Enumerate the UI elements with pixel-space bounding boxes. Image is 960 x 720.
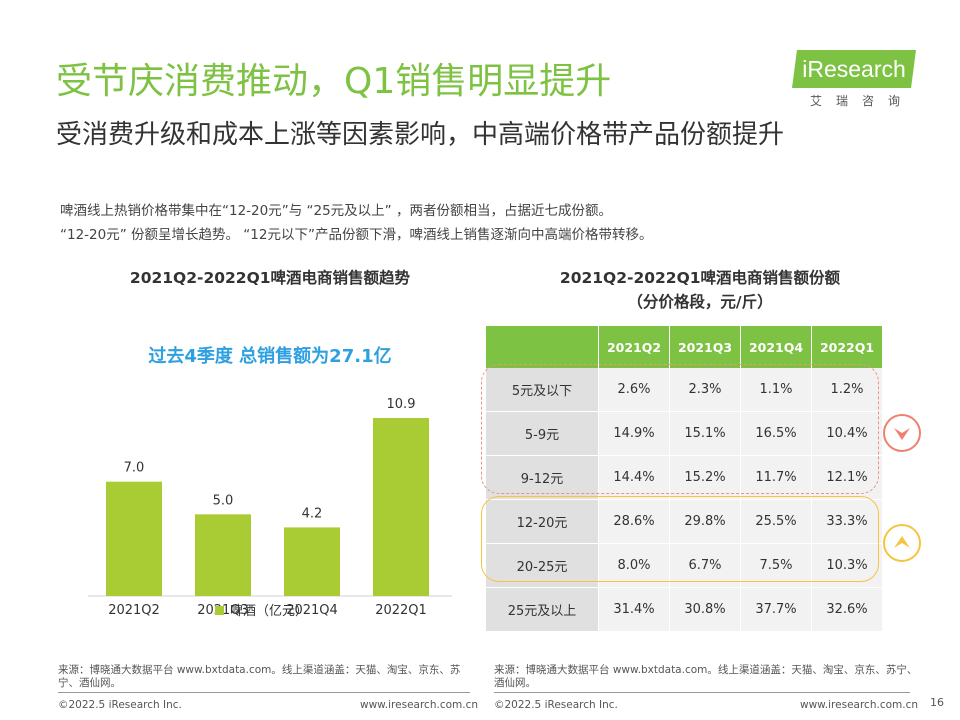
table-row: 9-12元 14.4% 15.2% 11.7% 12.1% xyxy=(486,455,883,500)
page-title: 受节庆消费推动，Q1销售明显提升 xyxy=(56,61,612,102)
price-share-table: 2021Q2 2021Q3 2021Q4 2022Q1 5元及以下 2.6% 2.3… xyxy=(486,326,883,632)
website-link-right[interactable]: www.iresearch.com.cn xyxy=(800,699,919,711)
bar-chart-title: 2021Q2-2022Q1啤酒电商销售额趋势 xyxy=(129,269,411,287)
bar-2021Q4 xyxy=(284,527,340,596)
description-line-1: 啤酒线上热销价格带集中在“12-20元”与 “25元及以上” ，两者份额相当，占… xyxy=(60,203,612,219)
table-cell: 2.6% xyxy=(598,368,670,412)
table-cell: 1.1% xyxy=(740,368,812,412)
declining-group-outline xyxy=(481,364,879,494)
table-row: 20-25元 8.0% 6.7% 7.5% 10.3% xyxy=(486,543,883,588)
legend-label: 啤酒（亿元） xyxy=(230,604,308,619)
footer-divider-right xyxy=(494,692,910,693)
table-header-cell: 2021Q3 xyxy=(669,326,741,368)
source-note-right: 来源：博晓通大数据平台 www.bxtdata.com。线上渠道涵盖：天猫、淘宝… xyxy=(494,664,918,689)
table-cell: 10.3% xyxy=(811,543,883,588)
growing-group-outline xyxy=(481,496,879,582)
table-header-cell: 2021Q2 xyxy=(598,326,670,368)
table-cell: 29.8% xyxy=(669,499,741,544)
row-label: 12-20元 xyxy=(486,499,599,544)
table-cell: 8.0% xyxy=(598,543,670,588)
table-cell: 14.4% xyxy=(598,455,670,500)
source-note-left: 来源：博晓通大数据平台 www.bxtdata.com。线上渠道涵盖：天猫、淘宝… xyxy=(58,664,461,689)
x-tick-label: 2021Q4 xyxy=(286,603,338,618)
description-line-2: “12-20元” 份额呈增长趋势。 “12元以下”产品份额下滑，啤酒线上销售逐渐… xyxy=(60,227,653,243)
table-cell: 16.5% xyxy=(740,411,812,456)
x-tick-label: 2021Q2 xyxy=(108,603,160,618)
table-title-line-1: 2021Q2-2022Q1啤酒电商销售额份额 xyxy=(559,269,841,287)
table-body: 5元及以下 2.6% 2.3% 1.1% 1.2% 5-9元 14.9% 15.1% 16.5%… xyxy=(486,368,883,632)
data-label: 7.0 xyxy=(124,461,145,476)
footer-divider-left xyxy=(58,692,470,693)
row-label: 5-9元 xyxy=(486,411,599,456)
row-label: 20-25元 xyxy=(486,543,599,588)
table-cell: 30.8% xyxy=(669,587,741,632)
x-tick-label: 2022Q1 xyxy=(375,603,427,618)
bar-2021Q3 xyxy=(195,514,251,596)
down-arrow-icon xyxy=(883,414,921,452)
table-cell: 31.4% xyxy=(598,587,670,632)
table-cell: 2.3% xyxy=(669,368,741,412)
page-number: 16 xyxy=(930,696,944,709)
up-arrow-icon xyxy=(883,524,921,562)
page-subtitle: 受消费升级和成本上涨等因素影响，中高端价格带产品份额提升 xyxy=(56,120,785,150)
bar-2022Q1 xyxy=(373,417,429,596)
table-header-cell: 2021Q4 xyxy=(740,326,812,368)
table-header-corner xyxy=(486,326,599,368)
table-row: 5-9元 14.9% 15.1% 16.5% 10.4% xyxy=(486,411,883,456)
table-cell: 7.5% xyxy=(740,543,812,588)
table-row: 5元及以下 2.6% 2.3% 1.1% 1.2% xyxy=(486,368,883,412)
data-label: 4.2 xyxy=(302,506,323,521)
table-cell: 6.7% xyxy=(669,543,741,588)
table-row: 25元及以上 31.4% 30.8% 37.7% 32.6% xyxy=(486,587,883,632)
row-label: 25元及以上 xyxy=(486,587,599,632)
table-cell: 11.7% xyxy=(740,455,812,500)
table-cell: 32.6% xyxy=(811,587,883,632)
table-header-row: 2021Q2 2021Q3 2021Q4 2022Q1 xyxy=(486,326,883,368)
bar-2021Q2 xyxy=(106,481,162,596)
copyright-right: ©2022.5 iResearch Inc. xyxy=(494,699,618,711)
table-cell: 14.9% xyxy=(598,411,670,456)
data-label: 10.9 xyxy=(387,397,416,412)
table-row: 12-20元 28.6% 29.8% 25.5% 33.3% xyxy=(486,499,883,544)
total-sales-highlight: 过去4季度 总销售额为27.1亿 xyxy=(148,346,392,367)
table-header-cell: 2022Q1 xyxy=(811,326,883,368)
iresearch-logo: iResearch 艾瑞咨询 xyxy=(792,50,916,112)
table-cell: 10.4% xyxy=(811,411,883,456)
table-title-line-2: （分价格段，元/斤） xyxy=(627,293,773,311)
website-link-left[interactable]: www.iresearch.com.cn xyxy=(360,699,479,711)
table-cell: 28.6% xyxy=(598,499,670,544)
logo-wordmark: iResearch xyxy=(792,50,916,88)
table-chart-title: 2021Q2-2022Q1啤酒电商销售额份额 （分价格段，元/斤） xyxy=(490,266,910,314)
row-label: 9-12元 xyxy=(486,455,599,500)
copyright-left: ©2022.5 iResearch Inc. xyxy=(58,699,182,711)
table-cell: 37.7% xyxy=(740,587,812,632)
legend-swatch xyxy=(215,606,224,615)
table-cell: 15.1% xyxy=(669,411,741,456)
data-label: 5.0 xyxy=(213,493,234,508)
logo-chinese: 艾瑞咨询 xyxy=(810,94,915,108)
row-label: 5元及以下 xyxy=(486,368,599,412)
table-cell: 15.2% xyxy=(669,455,741,500)
table-cell: 25.5% xyxy=(740,499,812,544)
